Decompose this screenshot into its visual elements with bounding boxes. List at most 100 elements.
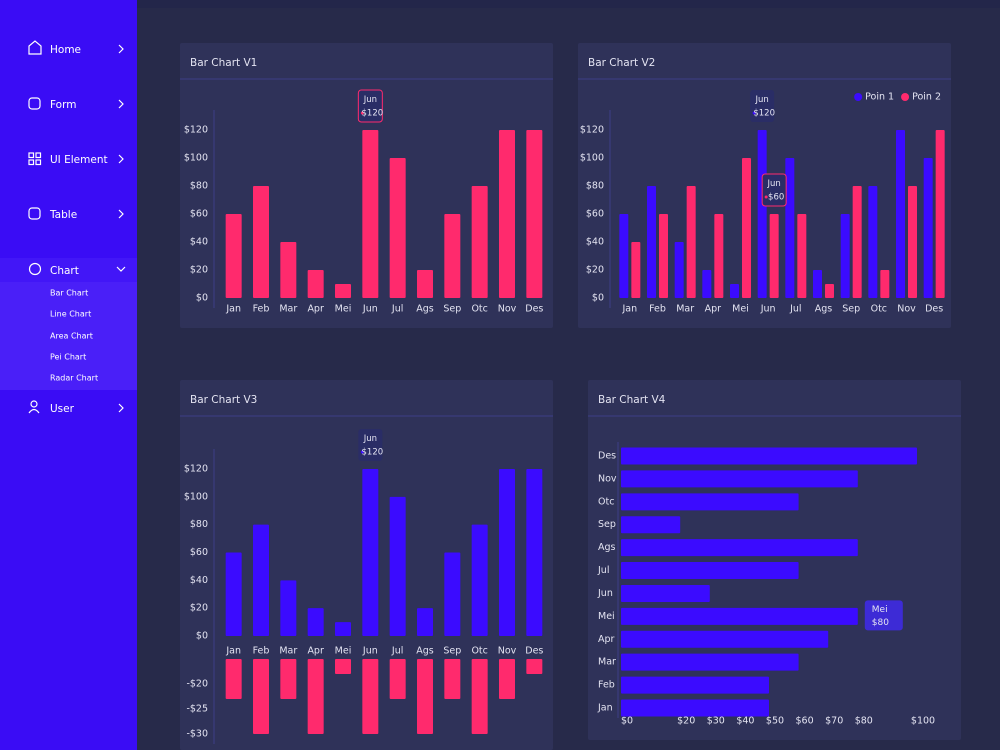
y-tick-label: Apr [598, 634, 615, 645]
y2-tick-label: -$30 [186, 729, 208, 740]
y-tick-label: $80 [586, 181, 604, 192]
y-tick-label: $120 [184, 464, 208, 475]
bar [471, 186, 488, 298]
chart-title: Bar Chart V3 [190, 394, 257, 406]
bar [417, 659, 433, 734]
top-bar [137, 0, 1000, 8]
x-tick-label: $100 [911, 716, 935, 727]
submenu-item[interactable]: Line Chart [50, 310, 91, 319]
y-tick-label: $100 [184, 491, 208, 502]
active-menu [0, 258, 137, 282]
bar [253, 659, 269, 734]
legend-swatch [854, 93, 863, 101]
bar [621, 699, 769, 717]
x-tick-label: Jul [789, 304, 801, 315]
bar [702, 270, 712, 298]
bar [923, 158, 933, 298]
menu-item[interactable]: Home [50, 44, 81, 56]
bar [307, 608, 324, 636]
bar [526, 469, 543, 636]
bar [659, 214, 668, 298]
bar [225, 552, 242, 636]
bar [631, 242, 641, 298]
x-tick-label: Apr [705, 304, 722, 315]
x-tick-label: Feb [253, 304, 270, 315]
menu: Home Form UI Element Table Chart User [49, 44, 108, 415]
submenu-item[interactable]: Bar Chart [50, 289, 88, 298]
bar [225, 659, 242, 699]
bar [444, 552, 461, 636]
submenu-item[interactable]: Area Chart [50, 332, 93, 341]
tooltip [750, 90, 775, 122]
bar [813, 270, 822, 298]
bar [362, 659, 379, 734]
bar [499, 659, 515, 699]
x-tick-label: Jun [362, 304, 378, 315]
x-tick-label: Des [925, 304, 943, 315]
x-tick-label: Mei [335, 646, 352, 657]
bar [499, 130, 515, 298]
x-tick-label: Ags [815, 304, 833, 315]
tooltip-title: Jun [363, 95, 377, 105]
x-tick-label: $50 [766, 716, 784, 727]
chart-panel [588, 380, 961, 740]
tooltip-title: Mei [872, 605, 888, 615]
x-tick-label: Sep [842, 304, 860, 315]
chart-title: Bar Chart V1 [190, 57, 257, 69]
menu-item[interactable]: Chart [50, 265, 79, 277]
ui-icon [28, 159, 35, 166]
y-tick-label: $60 [190, 209, 208, 220]
x-tick-label: Otc [471, 646, 487, 657]
submenu-item[interactable]: Pei Chart [50, 353, 86, 362]
bar [797, 214, 807, 298]
bar [417, 608, 433, 636]
tooltip-dot [752, 111, 756, 115]
y-tick-label: $0 [196, 631, 208, 642]
bar [499, 469, 515, 636]
bar [769, 214, 779, 298]
legend-label: Poin 2 [912, 92, 941, 103]
submenu-item[interactable]: Radar Chart [50, 374, 98, 383]
bar [335, 622, 351, 636]
chevron [118, 154, 124, 164]
menu-item[interactable]: UI Element [50, 154, 108, 166]
user-icon [30, 400, 38, 408]
y-tick-label: $20 [190, 603, 208, 614]
bar [280, 580, 297, 636]
y-tick-label: Nov [598, 473, 617, 484]
y-tick-label: $60 [190, 547, 208, 558]
bar [444, 214, 461, 298]
y-tick-label: $0 [592, 293, 604, 304]
bar [621, 584, 710, 602]
y-tick-label: Otc [598, 496, 614, 507]
x-tick-label: $80 [855, 716, 873, 727]
tooltip [761, 173, 787, 207]
menu-item[interactable]: Table [49, 209, 77, 221]
tooltip-dot [360, 111, 364, 115]
tooltip-value: $120 [753, 109, 775, 119]
bar [362, 130, 379, 298]
y-tick-label: $120 [184, 125, 208, 136]
bar [335, 284, 351, 298]
x-tick-label: Nov [498, 304, 517, 315]
x-tick-label: $0 [621, 716, 633, 727]
bar [280, 659, 297, 699]
x-tick-label: $30 [707, 716, 725, 727]
menu-item[interactable]: User [50, 403, 75, 415]
tooltip-title: Jun [363, 434, 377, 444]
x-tick-label: Feb [253, 646, 270, 657]
bar [280, 242, 297, 298]
y-tick-label: $80 [190, 519, 208, 530]
bar [444, 659, 461, 699]
ui-icon [35, 159, 42, 166]
submenu: Bar Chart Line Chart Area Chart Pei Char… [50, 289, 98, 383]
y-tick-label: Jul [597, 565, 609, 576]
x-tick-label: Apr [307, 304, 324, 315]
bar [253, 524, 269, 636]
bar [730, 284, 739, 298]
menu-item[interactable]: Form [50, 99, 76, 111]
y-tick-label: Des [598, 451, 616, 462]
tooltip-dot [360, 450, 364, 454]
